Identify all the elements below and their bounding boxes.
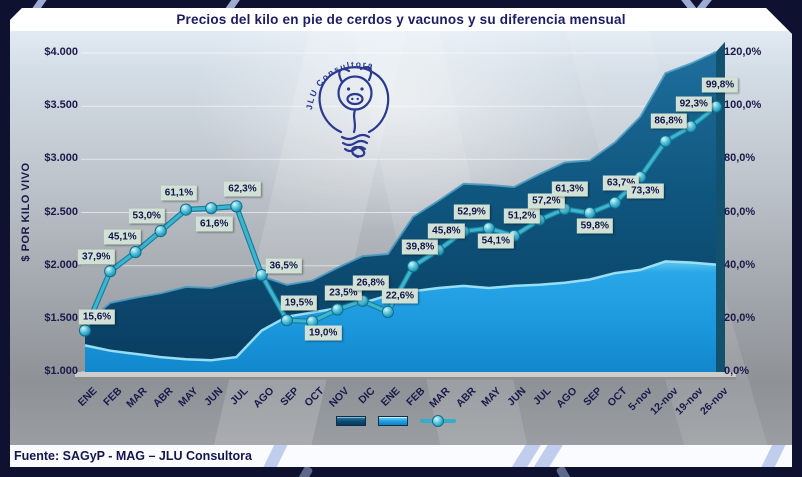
left-axis-tick: $3.500: [44, 99, 78, 112]
right-axis-tick: 100,0%: [724, 99, 762, 112]
data-label: 86,8%: [650, 113, 687, 129]
data-label: 45,8%: [428, 223, 465, 239]
footer-source: Fuente: SAGyP - MAG – JLU Consultora: [14, 449, 252, 463]
data-label: 52,9%: [453, 204, 490, 220]
data-label: 39,8%: [401, 239, 439, 255]
left-axis-tick: $3.000: [44, 152, 78, 165]
data-label: 51,2%: [503, 208, 541, 224]
data-label: 19,0%: [304, 325, 342, 341]
left-axis-tick: $1.000: [44, 365, 78, 377]
right-axis-tick: 120,0%: [724, 46, 762, 58]
data-label: 61,1%: [160, 185, 198, 201]
data-label: 37,9%: [78, 249, 115, 265]
right-axis-tick: 40,0%: [724, 258, 756, 271]
right-axis-tick: 20,0%: [724, 311, 756, 324]
right-axis-tick: 60,0%: [724, 205, 756, 218]
data-label: 59,8%: [576, 218, 613, 234]
chart-title: Precios del kilo en pie de cerdos y vacu…: [176, 12, 626, 27]
footer-watermark: [757, 445, 787, 467]
legend-swatch-area-dark: [336, 416, 366, 426]
title-bar: Precios del kilo en pie de cerdos y vacu…: [10, 8, 792, 31]
data-label: 57,2%: [528, 193, 565, 209]
data-label: 53,0%: [128, 208, 165, 224]
data-label: 22,6%: [381, 288, 419, 304]
legend: [336, 414, 456, 428]
data-label: 45,1%: [104, 229, 141, 245]
data-label: 99,8%: [701, 77, 739, 93]
legend-swatch-area-light: [378, 416, 408, 426]
background-watermark: [560, 31, 780, 445]
data-label: 36,5%: [265, 258, 302, 274]
left-axis-tick: $1.500: [44, 311, 78, 324]
data-label: 15,6%: [78, 309, 116, 325]
data-label: 62,3%: [224, 181, 261, 197]
data-label: 54,1%: [477, 233, 515, 249]
chart-panel: Precios del kilo en pie de cerdos y vacu…: [10, 8, 792, 445]
footer-watermark: [259, 445, 289, 467]
data-label: 73,3%: [627, 183, 664, 199]
legend-dot: [432, 415, 444, 427]
left-axis-tick: $2.000: [44, 258, 78, 271]
right-axis-tick: 0,0%: [724, 365, 750, 377]
legend-line-marker: [420, 414, 456, 428]
left-axis-tick: $4.000: [44, 46, 78, 58]
right-axis-tick: 80,0%: [724, 152, 756, 165]
data-label: 61,6%: [196, 216, 233, 232]
data-label: 19,5%: [280, 295, 318, 311]
left-axis-tick: $2.500: [44, 205, 78, 218]
footer: Fuente: SAGyP - MAG – JLU Consultora: [10, 445, 792, 467]
data-label: 92,3%: [675, 96, 712, 112]
data-label: 61,3%: [551, 181, 588, 197]
data-label: 26,8%: [352, 275, 389, 291]
